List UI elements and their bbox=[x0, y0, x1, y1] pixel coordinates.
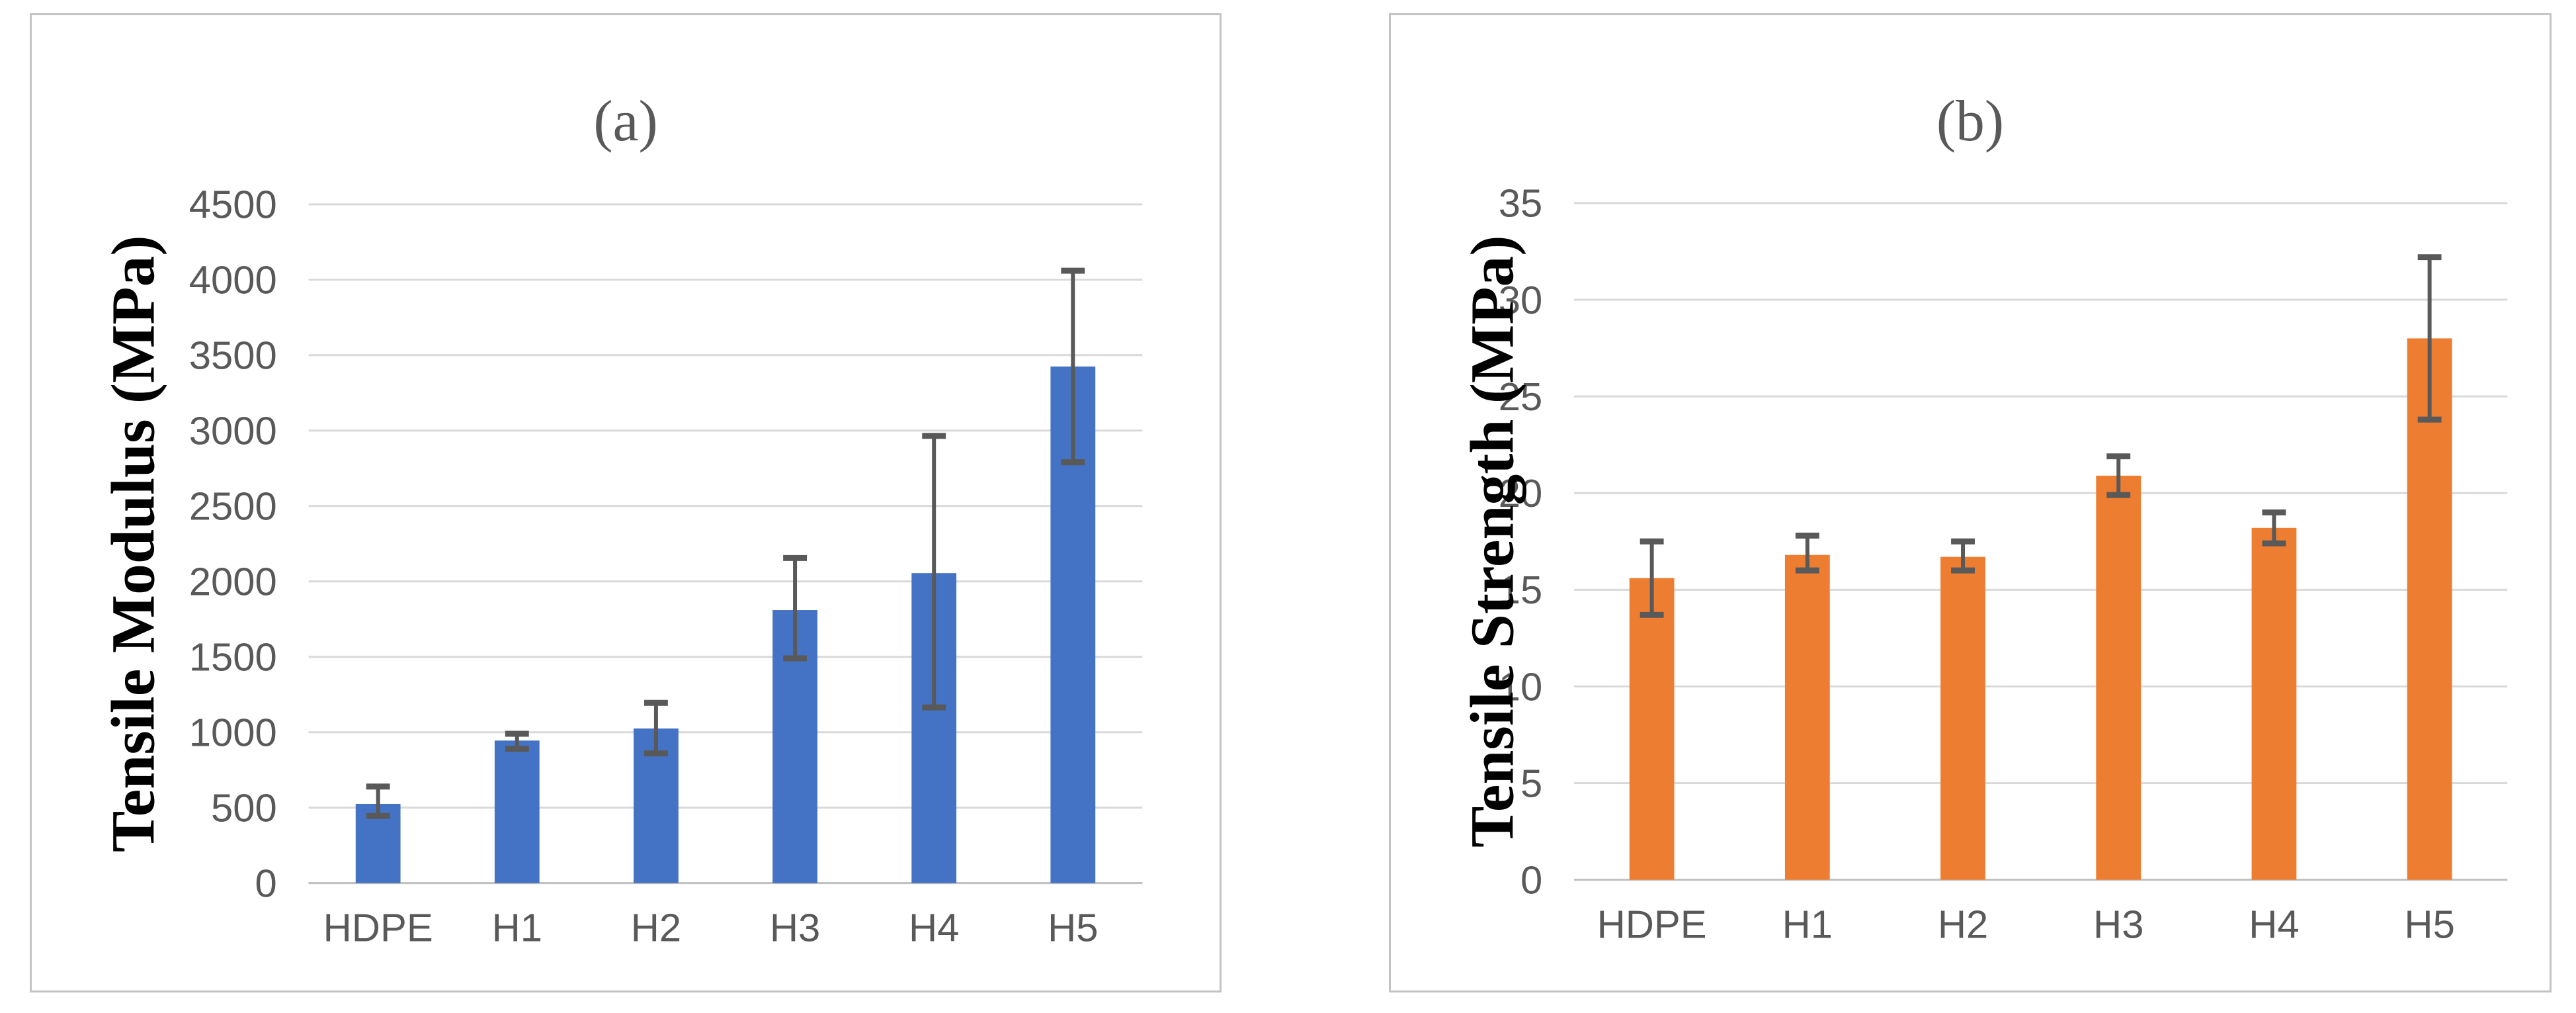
y-tick-label: 0 bbox=[255, 861, 276, 906]
y-tick-label: 4500 bbox=[189, 183, 277, 227]
bar-H4 bbox=[2251, 527, 2297, 880]
x-category-label-H3: H3 bbox=[770, 905, 820, 949]
chart-panel-a: 0 500 1000 1500 2000 2500 3000 3500 4000 4500 HDPE… bbox=[30, 13, 1222, 992]
y-tick-label: 5 bbox=[1520, 761, 1542, 805]
chart-title: (a) bbox=[593, 89, 657, 153]
x-category-label-H5: H5 bbox=[2404, 902, 2454, 946]
x-category-label-H2: H2 bbox=[1938, 902, 1988, 946]
chart-panel-b: 0 5 10 15 20 25 30 35 HDPE H1 H2 H3 H4 H5 (b) Tensile S… bbox=[1389, 13, 2552, 992]
y-tick-label: 1500 bbox=[189, 635, 277, 680]
x-category-label-H4: H4 bbox=[2249, 902, 2299, 946]
x-category-label-HDPE: HDPE bbox=[1597, 902, 1707, 946]
y-tick-label: 3000 bbox=[189, 409, 277, 453]
bar-H1 bbox=[1784, 554, 1830, 880]
bar-H1 bbox=[494, 740, 540, 883]
x-category-label-H3: H3 bbox=[2093, 902, 2143, 946]
chart-title: (b) bbox=[1936, 89, 2004, 153]
x-category-label-H1: H1 bbox=[492, 905, 542, 949]
y-tick-label: 4000 bbox=[189, 258, 277, 302]
bar-H5 bbox=[2407, 338, 2452, 880]
bar-H3 bbox=[2096, 475, 2141, 880]
x-category-label-H5: H5 bbox=[1048, 905, 1098, 949]
chart-svg-a: 0 500 1000 1500 2000 2500 3000 3500 4000 4500 HDPE… bbox=[99, 89, 1143, 949]
y-tick-label: 35 bbox=[1499, 181, 1543, 226]
y-tick-label: 25 bbox=[1499, 374, 1543, 419]
y-tick-label: 10 bbox=[1499, 664, 1543, 709]
chart-svg-b: 0 5 10 15 20 25 30 35 HDPE H1 H2 H3 H4 H5 (b) Tensile S… bbox=[1458, 89, 2508, 946]
y-tick-label: 1000 bbox=[189, 711, 277, 755]
x-category-label-H2: H2 bbox=[631, 905, 681, 949]
y-tick-label: 500 bbox=[211, 786, 277, 830]
bar-H2 bbox=[1940, 556, 1985, 880]
y-axis-label: Tensile Modulus (MPa) bbox=[99, 235, 167, 852]
y-tick-label: 2000 bbox=[189, 560, 277, 604]
y-tick-label: 30 bbox=[1499, 278, 1543, 322]
bar-HDPE bbox=[1629, 578, 1675, 880]
y-tick-label: 20 bbox=[1499, 471, 1543, 515]
y-axis-label: Tensile Strength (MPa) bbox=[1458, 235, 1526, 848]
y-tick-label: 0 bbox=[1520, 858, 1542, 903]
x-category-label-H1: H1 bbox=[1782, 902, 1833, 946]
y-tick-label: 15 bbox=[1499, 568, 1543, 612]
x-category-label-H4: H4 bbox=[909, 905, 959, 949]
x-category-label-HDPE: HDPE bbox=[323, 905, 433, 949]
y-tick-label: 2500 bbox=[189, 484, 277, 529]
y-tick-label: 3500 bbox=[189, 333, 277, 378]
